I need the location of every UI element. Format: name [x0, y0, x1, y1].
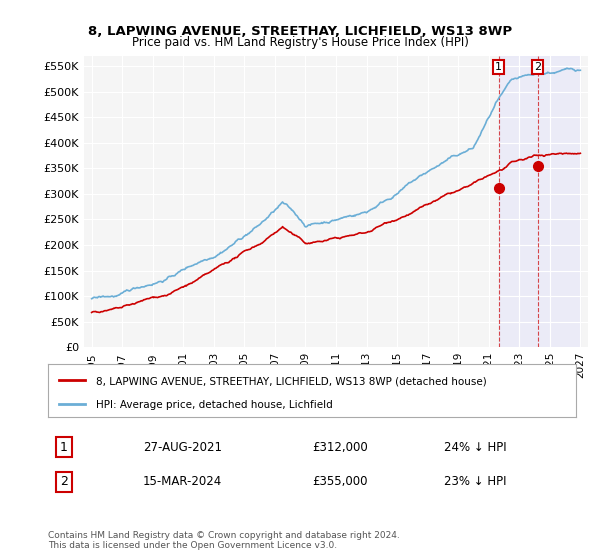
Text: £355,000: £355,000 — [312, 475, 367, 488]
Text: 2: 2 — [534, 62, 541, 72]
Text: 15-MAR-2024: 15-MAR-2024 — [143, 475, 222, 488]
Text: 8, LAPWING AVENUE, STREETHAY, LICHFIELD, WS13 8WP (detached house): 8, LAPWING AVENUE, STREETHAY, LICHFIELD,… — [95, 376, 486, 386]
Text: 2: 2 — [60, 475, 68, 488]
Text: Contains HM Land Registry data © Crown copyright and database right 2024.
This d: Contains HM Land Registry data © Crown c… — [48, 530, 400, 550]
Text: 1: 1 — [60, 441, 68, 454]
Text: £312,000: £312,000 — [312, 441, 368, 454]
Text: HPI: Average price, detached house, Lichfield: HPI: Average price, detached house, Lich… — [95, 400, 332, 410]
Text: 1: 1 — [495, 62, 502, 72]
Text: Price paid vs. HM Land Registry's House Price Index (HPI): Price paid vs. HM Land Registry's House … — [131, 36, 469, 49]
Text: 23% ↓ HPI: 23% ↓ HPI — [444, 475, 506, 488]
Text: 27-AUG-2021: 27-AUG-2021 — [143, 441, 222, 454]
Text: 8, LAPWING AVENUE, STREETHAY, LICHFIELD, WS13 8WP: 8, LAPWING AVENUE, STREETHAY, LICHFIELD,… — [88, 25, 512, 38]
Bar — [499, 56, 580, 347]
Text: 24% ↓ HPI: 24% ↓ HPI — [444, 441, 506, 454]
